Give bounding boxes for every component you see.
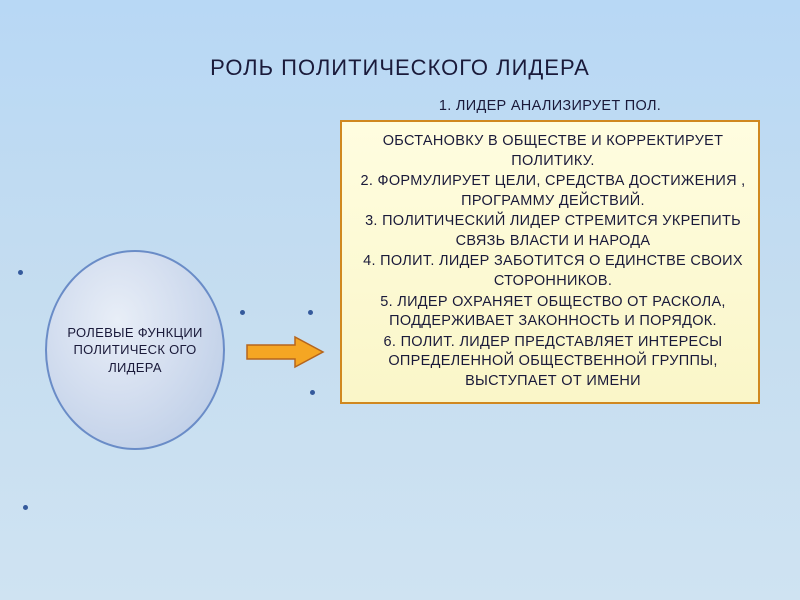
decorative-dot	[310, 390, 315, 395]
list-item: 2. ФОРМУЛИРУЕТ ЦЕЛИ, СРЕДСТВА ДОСТИЖЕНИЯ…	[358, 172, 748, 211]
list-item-1-partial: 1. ЛИДЕР АНАЛИЗИРУЕТ ПОЛ.	[340, 98, 760, 114]
arrow-icon	[245, 335, 325, 374]
decorative-dot	[308, 310, 313, 315]
list-item: 5. ЛИДЕР ОХРАНЯЕТ ОБЩЕСТВО ОТ РАСКОЛА, П…	[358, 293, 748, 332]
list-item: ОБСТАНОВКУ В ОБЩЕСТВЕ И КОРРЕКТИРУЕТ ПОЛ…	[358, 132, 748, 171]
list-item: 3. ПОЛИТИЧЕСКИЙ ЛИДЕР СТРЕМИТСЯ УКРЕПИТЬ…	[358, 212, 748, 251]
decorative-dot	[23, 505, 28, 510]
list-item: 4. ПОЛИТ. ЛИДЕР ЗАБОТИТСЯ О ЕДИНСТВЕ СВО…	[358, 252, 748, 291]
page-title: РОЛЬ ПОЛИТИЧЕСКОГО ЛИДЕРА	[0, 0, 800, 81]
ellipse-label: РОЛЕВЫЕ ФУНКЦИИ ПОЛИТИЧЕСК ОГО ЛИДЕРА	[65, 324, 205, 377]
role-functions-ellipse: РОЛЕВЫЕ ФУНКЦИИ ПОЛИТИЧЕСК ОГО ЛИДЕРА	[45, 250, 225, 450]
decorative-dot	[240, 310, 245, 315]
decorative-dot	[18, 270, 23, 275]
roles-list-box: ОБСТАНОВКУ В ОБЩЕСТВЕ И КОРРЕКТИРУЕТ ПОЛ…	[340, 120, 760, 404]
list-item: 6. ПОЛИТ. ЛИДЕР ПРЕДСТАВЛЯЕТ ИНТЕРЕСЫ ОП…	[358, 333, 748, 392]
